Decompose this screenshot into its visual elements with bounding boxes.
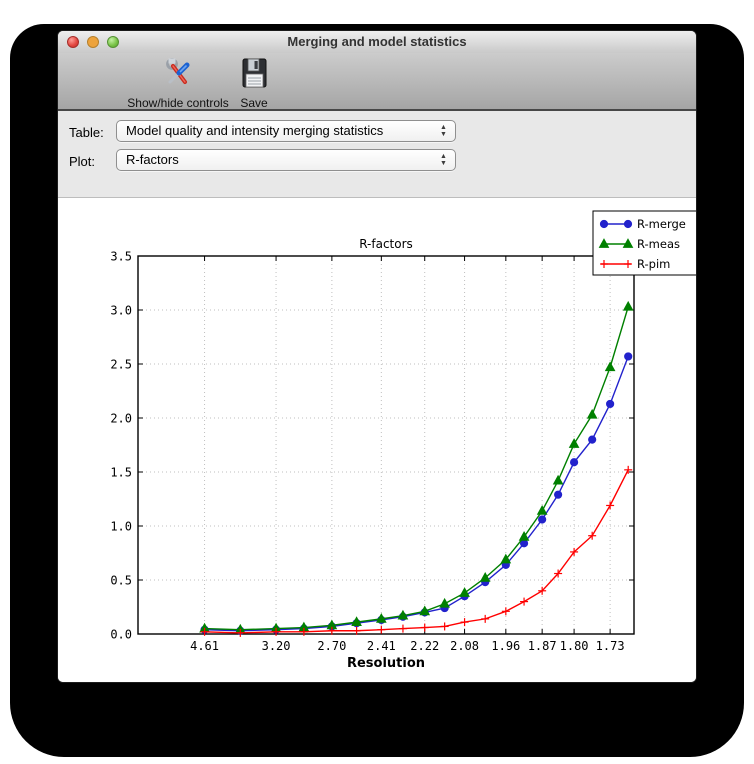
- plot-label: Plot:: [69, 154, 96, 169]
- stepper-arrows-icon: ▲ ▼: [440, 153, 447, 167]
- show-hide-controls-button[interactable]: Show/hide controls: [98, 57, 258, 110]
- plot-select-value: R-factors: [126, 152, 179, 167]
- svg-text:R-factors: R-factors: [359, 237, 413, 251]
- svg-text:1.5: 1.5: [110, 466, 132, 480]
- save-label: Save: [240, 96, 268, 110]
- svg-text:3.20: 3.20: [262, 639, 291, 653]
- save-icon: [226, 57, 282, 94]
- svg-text:3.0: 3.0: [110, 304, 132, 318]
- table-select[interactable]: Model quality and intensity merging stat…: [116, 120, 456, 142]
- save-button[interactable]: Save: [226, 57, 282, 110]
- control-panel: Table: Model quality and intensity mergi…: [58, 111, 696, 273]
- svg-text:2.5: 2.5: [110, 358, 132, 372]
- svg-text:0.0: 0.0: [110, 628, 132, 642]
- plot-select[interactable]: R-factors ▲ ▼: [116, 149, 456, 171]
- svg-text:1.87: 1.87: [528, 639, 557, 653]
- window-title: Merging and model statistics: [287, 34, 467, 49]
- title-bar[interactable]: Merging and model statistics: [58, 31, 696, 54]
- svg-text:0.5: 0.5: [110, 574, 132, 588]
- svg-text:2.70: 2.70: [317, 639, 346, 653]
- table-select-value: Model quality and intensity merging stat…: [126, 123, 384, 138]
- svg-text:1.0: 1.0: [110, 520, 132, 534]
- svg-text:4.61: 4.61: [190, 639, 219, 653]
- svg-text:2.08: 2.08: [450, 639, 479, 653]
- svg-text:R-merge: R-merge: [637, 217, 686, 231]
- merging-statistics-window: Merging and model statistics: [57, 30, 697, 683]
- stepper-arrows-icon: ▲ ▼: [440, 124, 447, 138]
- svg-text:2.22: 2.22: [410, 639, 439, 653]
- toolbar-separator: [58, 109, 696, 111]
- zoom-button[interactable]: [107, 36, 119, 48]
- table-label: Table:: [69, 125, 104, 140]
- plot-panel: 4.61 3.20 2.70 2.41 2.22 2.08 1.96 1.87 1.80 1.73…: [58, 198, 696, 682]
- svg-text:R-pim: R-pim: [637, 257, 670, 271]
- svg-text:2.0: 2.0: [110, 412, 132, 426]
- svg-text:1.80: 1.80: [560, 639, 589, 653]
- svg-text:Resolution: Resolution: [347, 656, 425, 671]
- r-factors-chart: 4.61 3.20 2.70 2.41 2.22 2.08 1.96 1.87 1.80 1.73…: [110, 210, 696, 671]
- svg-text:1.96: 1.96: [491, 639, 520, 653]
- svg-text:R-meas: R-meas: [637, 237, 680, 251]
- toolbar: Show/hide controls Save: [58, 53, 696, 110]
- svg-text:3.5: 3.5: [110, 250, 132, 264]
- svg-text:1.73: 1.73: [596, 639, 625, 653]
- tools-icon: [98, 57, 258, 94]
- show-hide-controls-label: Show/hide controls: [127, 96, 229, 110]
- minimize-button[interactable]: [87, 36, 99, 48]
- svg-text:2.41: 2.41: [367, 639, 396, 653]
- close-button[interactable]: [67, 36, 79, 48]
